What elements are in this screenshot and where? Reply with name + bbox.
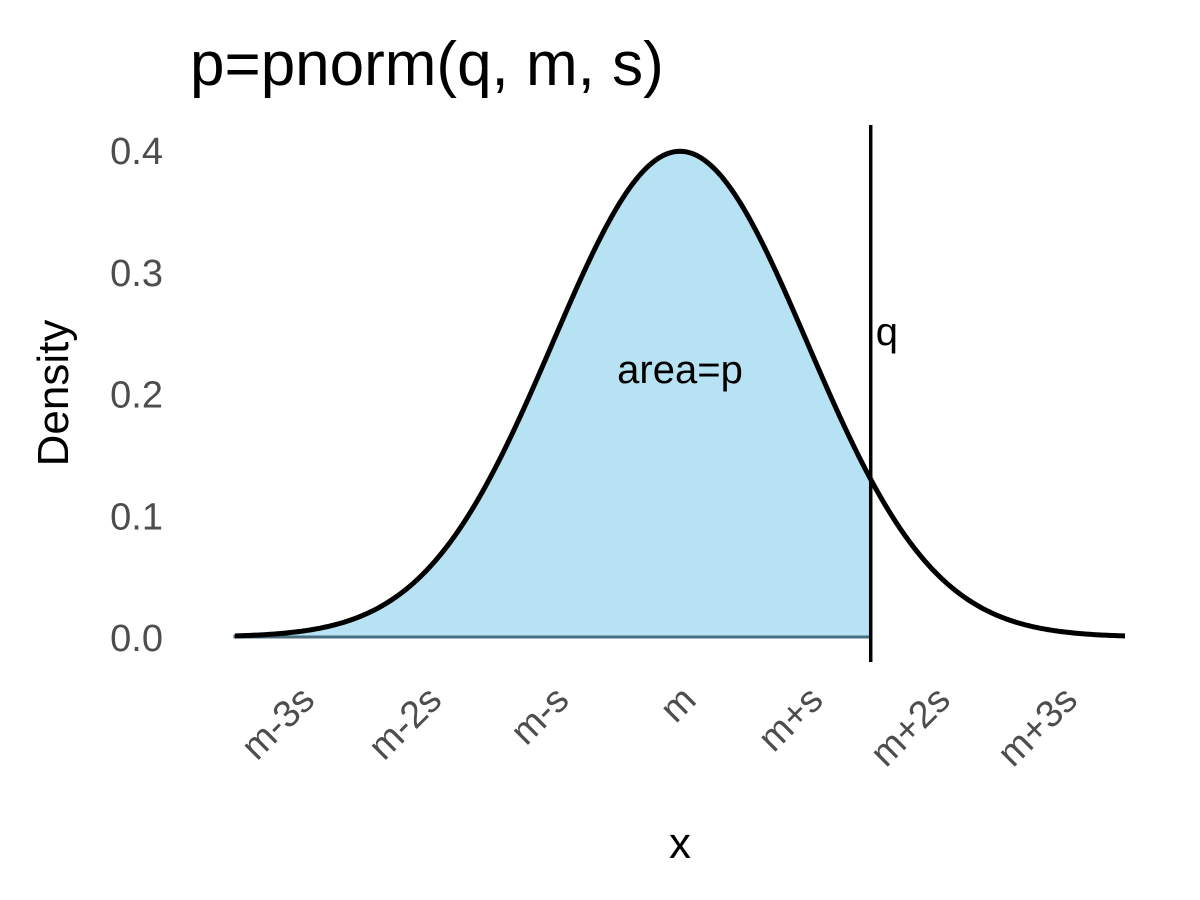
x-tick-label: m-2s: [361, 679, 450, 768]
x-tick-label: m+2s: [863, 679, 959, 775]
x-tick-label: m+s: [750, 679, 831, 760]
x-tick-label: m-s: [503, 679, 577, 753]
shaded-area: [233, 149, 873, 639]
x-tick-label: m+3s: [990, 679, 1086, 775]
x-tick-label: m-3s: [234, 679, 323, 768]
y-tick-label: 0.3: [110, 253, 163, 295]
x-tick-label: m: [652, 679, 704, 731]
y-tick-label: 0.2: [110, 375, 163, 417]
x-axis: m-3s m-2s m-s m m+s m+2s m+3s: [234, 679, 1086, 775]
plot-area: q area=p: [233, 125, 1126, 662]
y-axis: 0.0 0.1 0.2 0.3 0.4: [110, 131, 163, 660]
y-tick-label: 0.4: [110, 131, 163, 173]
density-curve: [234, 148, 1126, 639]
area-annotation: area=p: [617, 348, 743, 392]
y-tick-label: 0.1: [110, 496, 163, 538]
q-label: q: [876, 310, 898, 354]
x-axis-title: x: [669, 819, 691, 868]
chart-title: p=pnorm(q, m, s): [190, 30, 664, 99]
y-axis-title: Density: [29, 320, 78, 467]
y-tick-label: 0.0: [110, 618, 163, 660]
